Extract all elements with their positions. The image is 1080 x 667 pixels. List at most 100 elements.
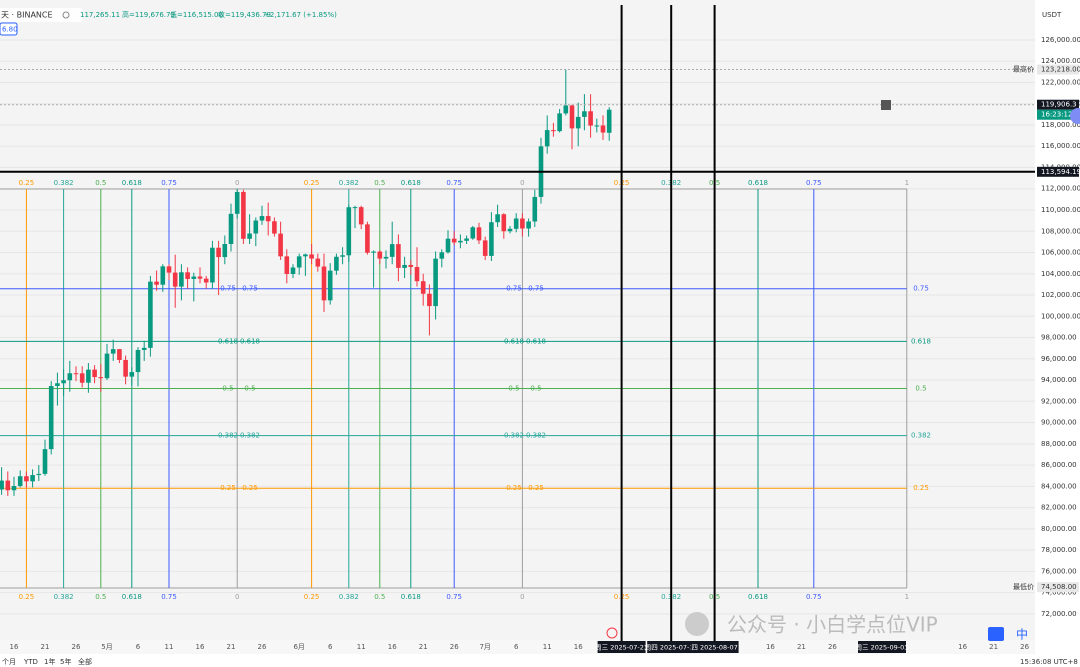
candle-body bbox=[321, 266, 327, 301]
candle-body bbox=[247, 233, 252, 239]
candle-body bbox=[296, 256, 302, 268]
x-tick-label: 21 bbox=[41, 643, 50, 651]
candle-body bbox=[73, 373, 79, 375]
candle-body bbox=[278, 233, 283, 257]
candle-body bbox=[191, 276, 197, 279]
time-fib-label: 0.75 bbox=[446, 179, 462, 187]
candle-body bbox=[110, 349, 116, 354]
candle-body bbox=[210, 247, 215, 283]
candle-body bbox=[222, 244, 228, 258]
candle-body bbox=[24, 476, 29, 482]
y-tick-label: 110,000.00 bbox=[1041, 206, 1080, 214]
candle-body bbox=[36, 473, 42, 476]
ime[interactable]: 中 bbox=[1016, 627, 1028, 642]
candle-body bbox=[11, 486, 17, 491]
date-marker-box bbox=[858, 641, 906, 653]
alert-icon[interactable] bbox=[606, 627, 618, 639]
time-fib-label: 1 bbox=[905, 179, 909, 187]
candle-body bbox=[253, 220, 259, 234]
candle-body bbox=[501, 214, 507, 232]
candle-body bbox=[55, 383, 60, 387]
clock: 15:36:08 UTC+8 bbox=[1020, 658, 1078, 666]
candle-body bbox=[544, 130, 550, 147]
time-fib-label: 0.25 bbox=[19, 593, 35, 601]
y-tick-label: 90,000.00 bbox=[1041, 419, 1077, 427]
candle-body bbox=[166, 266, 172, 273]
header-bg bbox=[0, 8, 82, 22]
price-fib-label: 0.5 bbox=[222, 384, 233, 392]
candle-body bbox=[148, 281, 153, 348]
x-tick-label: 5月 bbox=[101, 643, 112, 651]
candle-body bbox=[315, 258, 321, 267]
y-tick-label: 84,000.00 bbox=[1041, 482, 1077, 490]
ime-icon[interactable] bbox=[988, 627, 1004, 641]
y-tick-label: 118,000.00 bbox=[1041, 121, 1080, 129]
y-tick-label: 82,000.00 bbox=[1041, 504, 1077, 512]
toolbar-button[interactable]: 1年 bbox=[44, 657, 55, 666]
candle-body bbox=[203, 278, 209, 283]
watermark: 公众号 · 小白学点位VIP bbox=[727, 613, 938, 637]
price-fib-label: 0.618 bbox=[218, 337, 238, 345]
price-fib-label: 0.618 bbox=[240, 337, 260, 345]
toolbar-button[interactable]: 全部 bbox=[78, 657, 92, 666]
price-fib-label: 0.5 bbox=[244, 384, 255, 392]
timer-box bbox=[1037, 109, 1079, 120]
icon[interactable] bbox=[1070, 108, 1080, 124]
toolbar-button[interactable]: 5年 bbox=[60, 657, 71, 666]
y-tick-label: 126,000.00 bbox=[1041, 36, 1080, 44]
time-fib-label: 0.382 bbox=[339, 179, 359, 187]
y-tick-label: 108,000.00 bbox=[1041, 227, 1080, 235]
price-fib-label: 0.75 bbox=[528, 285, 544, 293]
currency: USDT bbox=[1042, 11, 1062, 19]
candle-body bbox=[464, 238, 469, 241]
date-marker-label: 四 2025-08-07 bbox=[691, 644, 737, 652]
date-marker-label: 周三 2025-07-23 bbox=[595, 644, 648, 652]
candle-body bbox=[482, 240, 488, 256]
x-tick-label: 7月 bbox=[479, 643, 490, 651]
y-tick-label: 88,000.00 bbox=[1041, 440, 1077, 448]
price-label-box bbox=[1037, 582, 1079, 593]
candle-body bbox=[303, 254, 308, 257]
x-tick-label: 6月 bbox=[293, 643, 304, 651]
candle-body bbox=[104, 353, 110, 379]
x-tick-label: 26 bbox=[1020, 643, 1029, 651]
candle-body bbox=[334, 256, 339, 271]
price-label: 119,906.3 bbox=[1041, 101, 1077, 109]
candle-body bbox=[495, 214, 500, 223]
price-fib-label: 0.5 bbox=[508, 384, 519, 392]
candle-body bbox=[42, 449, 48, 474]
candle-body bbox=[520, 218, 525, 229]
candle-body bbox=[389, 244, 395, 257]
time-fib-label: 0.5 bbox=[95, 593, 106, 601]
x-tick-label: 16 bbox=[958, 643, 967, 651]
y-tick-label: 78,000.00 bbox=[1041, 546, 1077, 554]
candle-body bbox=[98, 377, 104, 379]
price-label-name: 最低价 bbox=[1013, 582, 1034, 591]
price-fib-label: 0.25 bbox=[242, 484, 258, 492]
time-fib-label: 0 bbox=[520, 593, 524, 601]
price-fib-label: 0.25 bbox=[528, 484, 544, 492]
icon[interactable] bbox=[881, 100, 891, 110]
toolbar-button[interactable]: 个月 bbox=[2, 658, 16, 666]
y-tick-label: 74,000.00 bbox=[1041, 589, 1077, 597]
time-fib-label: 0 bbox=[235, 593, 239, 601]
candle-body bbox=[427, 293, 432, 307]
toolbar-button[interactable]: YTD bbox=[23, 658, 38, 666]
candle-body bbox=[17, 476, 23, 487]
candle-body bbox=[154, 281, 159, 285]
price-label: 74,508.00 bbox=[1041, 583, 1077, 591]
y-tick-label: 94,000.00 bbox=[1041, 376, 1077, 384]
candle-body bbox=[551, 130, 556, 132]
x-tick-label: 6 bbox=[328, 643, 333, 651]
candle-body bbox=[135, 349, 141, 373]
date-marker-box bbox=[690, 641, 739, 653]
y-tick-label: 106,000.00 bbox=[1041, 249, 1080, 257]
price-fib-label: 0.75 bbox=[506, 285, 522, 293]
candle-body bbox=[117, 349, 122, 360]
time-fib-label: 0.382 bbox=[54, 593, 74, 601]
candle-body bbox=[476, 227, 482, 241]
x-tick-label: 11 bbox=[543, 643, 552, 651]
date-marker-box bbox=[647, 641, 696, 653]
candle-body bbox=[30, 475, 35, 482]
